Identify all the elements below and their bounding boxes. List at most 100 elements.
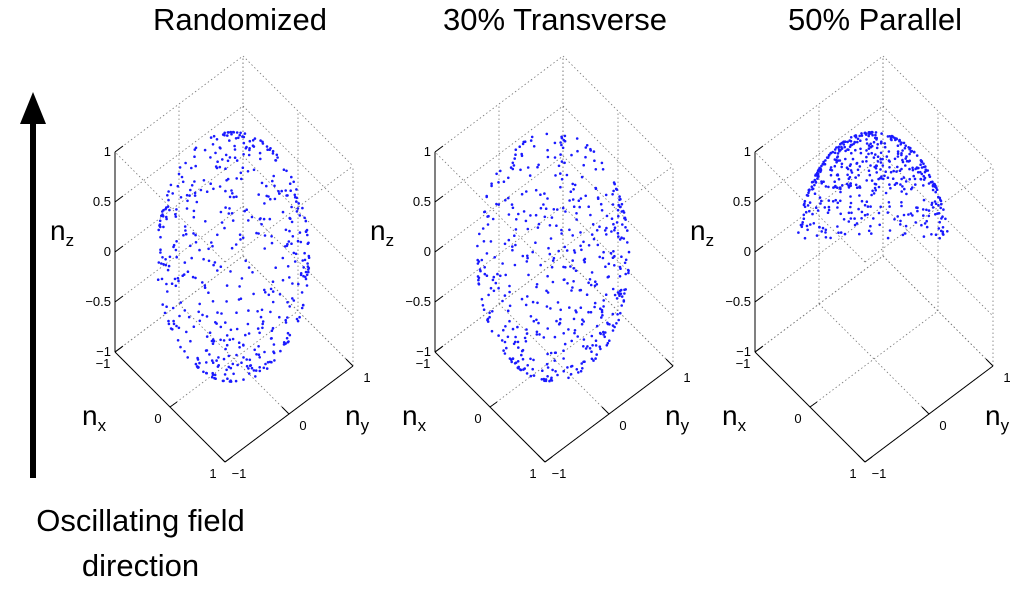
data-point [902, 141, 906, 145]
data-point [227, 131, 230, 134]
data-point [836, 173, 839, 176]
data-point [886, 135, 890, 138]
data-point [844, 157, 847, 161]
data-point [495, 202, 498, 206]
data-point [231, 192, 234, 195]
data-point [855, 222, 859, 225]
data-point [193, 148, 197, 151]
data-point [260, 181, 264, 185]
data-point [263, 234, 267, 237]
data-point [165, 282, 168, 286]
data-point [611, 287, 615, 291]
data-point [192, 325, 196, 329]
x-tick-mark [114, 346, 123, 353]
data-point [289, 217, 292, 220]
data-point [847, 211, 851, 215]
data-point [879, 161, 883, 164]
data-point [224, 347, 227, 351]
data-point [847, 220, 851, 223]
data-point [824, 231, 827, 234]
data-point [554, 174, 557, 177]
data-point [521, 357, 525, 361]
data-point [548, 252, 552, 256]
data-point [922, 184, 925, 187]
data-point [305, 284, 309, 287]
data-point [546, 352, 549, 356]
data-point [228, 338, 232, 342]
data-point [842, 143, 846, 146]
data-point [173, 277, 177, 281]
data-point [611, 312, 615, 316]
data-point [268, 217, 272, 221]
y-tick-mark [345, 358, 354, 367]
data-point [573, 251, 577, 254]
data-point [867, 169, 871, 172]
data-point [836, 201, 840, 205]
data-point [242, 356, 245, 359]
data-point [559, 153, 562, 156]
data-point [247, 309, 250, 312]
data-point [824, 228, 828, 232]
data-point [807, 188, 811, 192]
data-point [182, 234, 185, 237]
data-point [230, 132, 233, 136]
y-tick-mark [985, 358, 994, 367]
data-point [915, 206, 918, 209]
data-point [170, 282, 174, 286]
data-point [497, 203, 500, 206]
data-point [519, 368, 522, 371]
data-point [193, 191, 197, 195]
data-point [213, 261, 217, 264]
data-point [858, 232, 861, 236]
data-point [618, 275, 622, 278]
data-point [553, 335, 557, 339]
data-point [900, 167, 903, 171]
data-point [931, 188, 935, 192]
data-point [285, 336, 289, 340]
data-point [220, 312, 223, 315]
data-point [622, 211, 626, 214]
arrow-head-icon [20, 92, 46, 124]
data-point [189, 244, 192, 248]
data-point [168, 208, 171, 212]
data-point [235, 353, 238, 357]
data-point [532, 145, 536, 148]
data-point [848, 139, 851, 142]
data-point [494, 281, 498, 285]
z-tick-label: 0 [104, 244, 111, 259]
data-point [487, 214, 490, 218]
data-point [286, 242, 289, 246]
data-point [602, 305, 605, 308]
z-tick-mark [114, 245, 124, 253]
data-point [247, 219, 250, 222]
data-point [895, 137, 898, 140]
data-point [882, 177, 885, 181]
data-point [840, 162, 844, 166]
data-point [250, 215, 254, 219]
data-point [160, 262, 163, 265]
data-point [209, 156, 212, 159]
data-point [231, 130, 235, 134]
data-point [816, 209, 820, 212]
data-point [525, 332, 529, 335]
data-point [589, 213, 592, 217]
grid-line [434, 55, 564, 153]
data-point [157, 228, 160, 232]
data-point [242, 378, 245, 381]
data-point [841, 184, 844, 187]
data-point [941, 226, 945, 229]
data-point [606, 275, 610, 279]
data-point [570, 339, 573, 343]
data-point [221, 158, 224, 161]
data-point [567, 376, 570, 380]
data-point [231, 219, 235, 222]
z-tick-label: 1 [424, 144, 431, 159]
data-point [184, 232, 188, 236]
data-point [259, 139, 262, 142]
panel-title-randomized: Randomized [152, 2, 328, 37]
data-point [542, 336, 546, 339]
data-point [583, 257, 587, 261]
data-point [244, 259, 247, 263]
z-tick-label: −1 [416, 344, 431, 359]
data-point [611, 329, 615, 332]
